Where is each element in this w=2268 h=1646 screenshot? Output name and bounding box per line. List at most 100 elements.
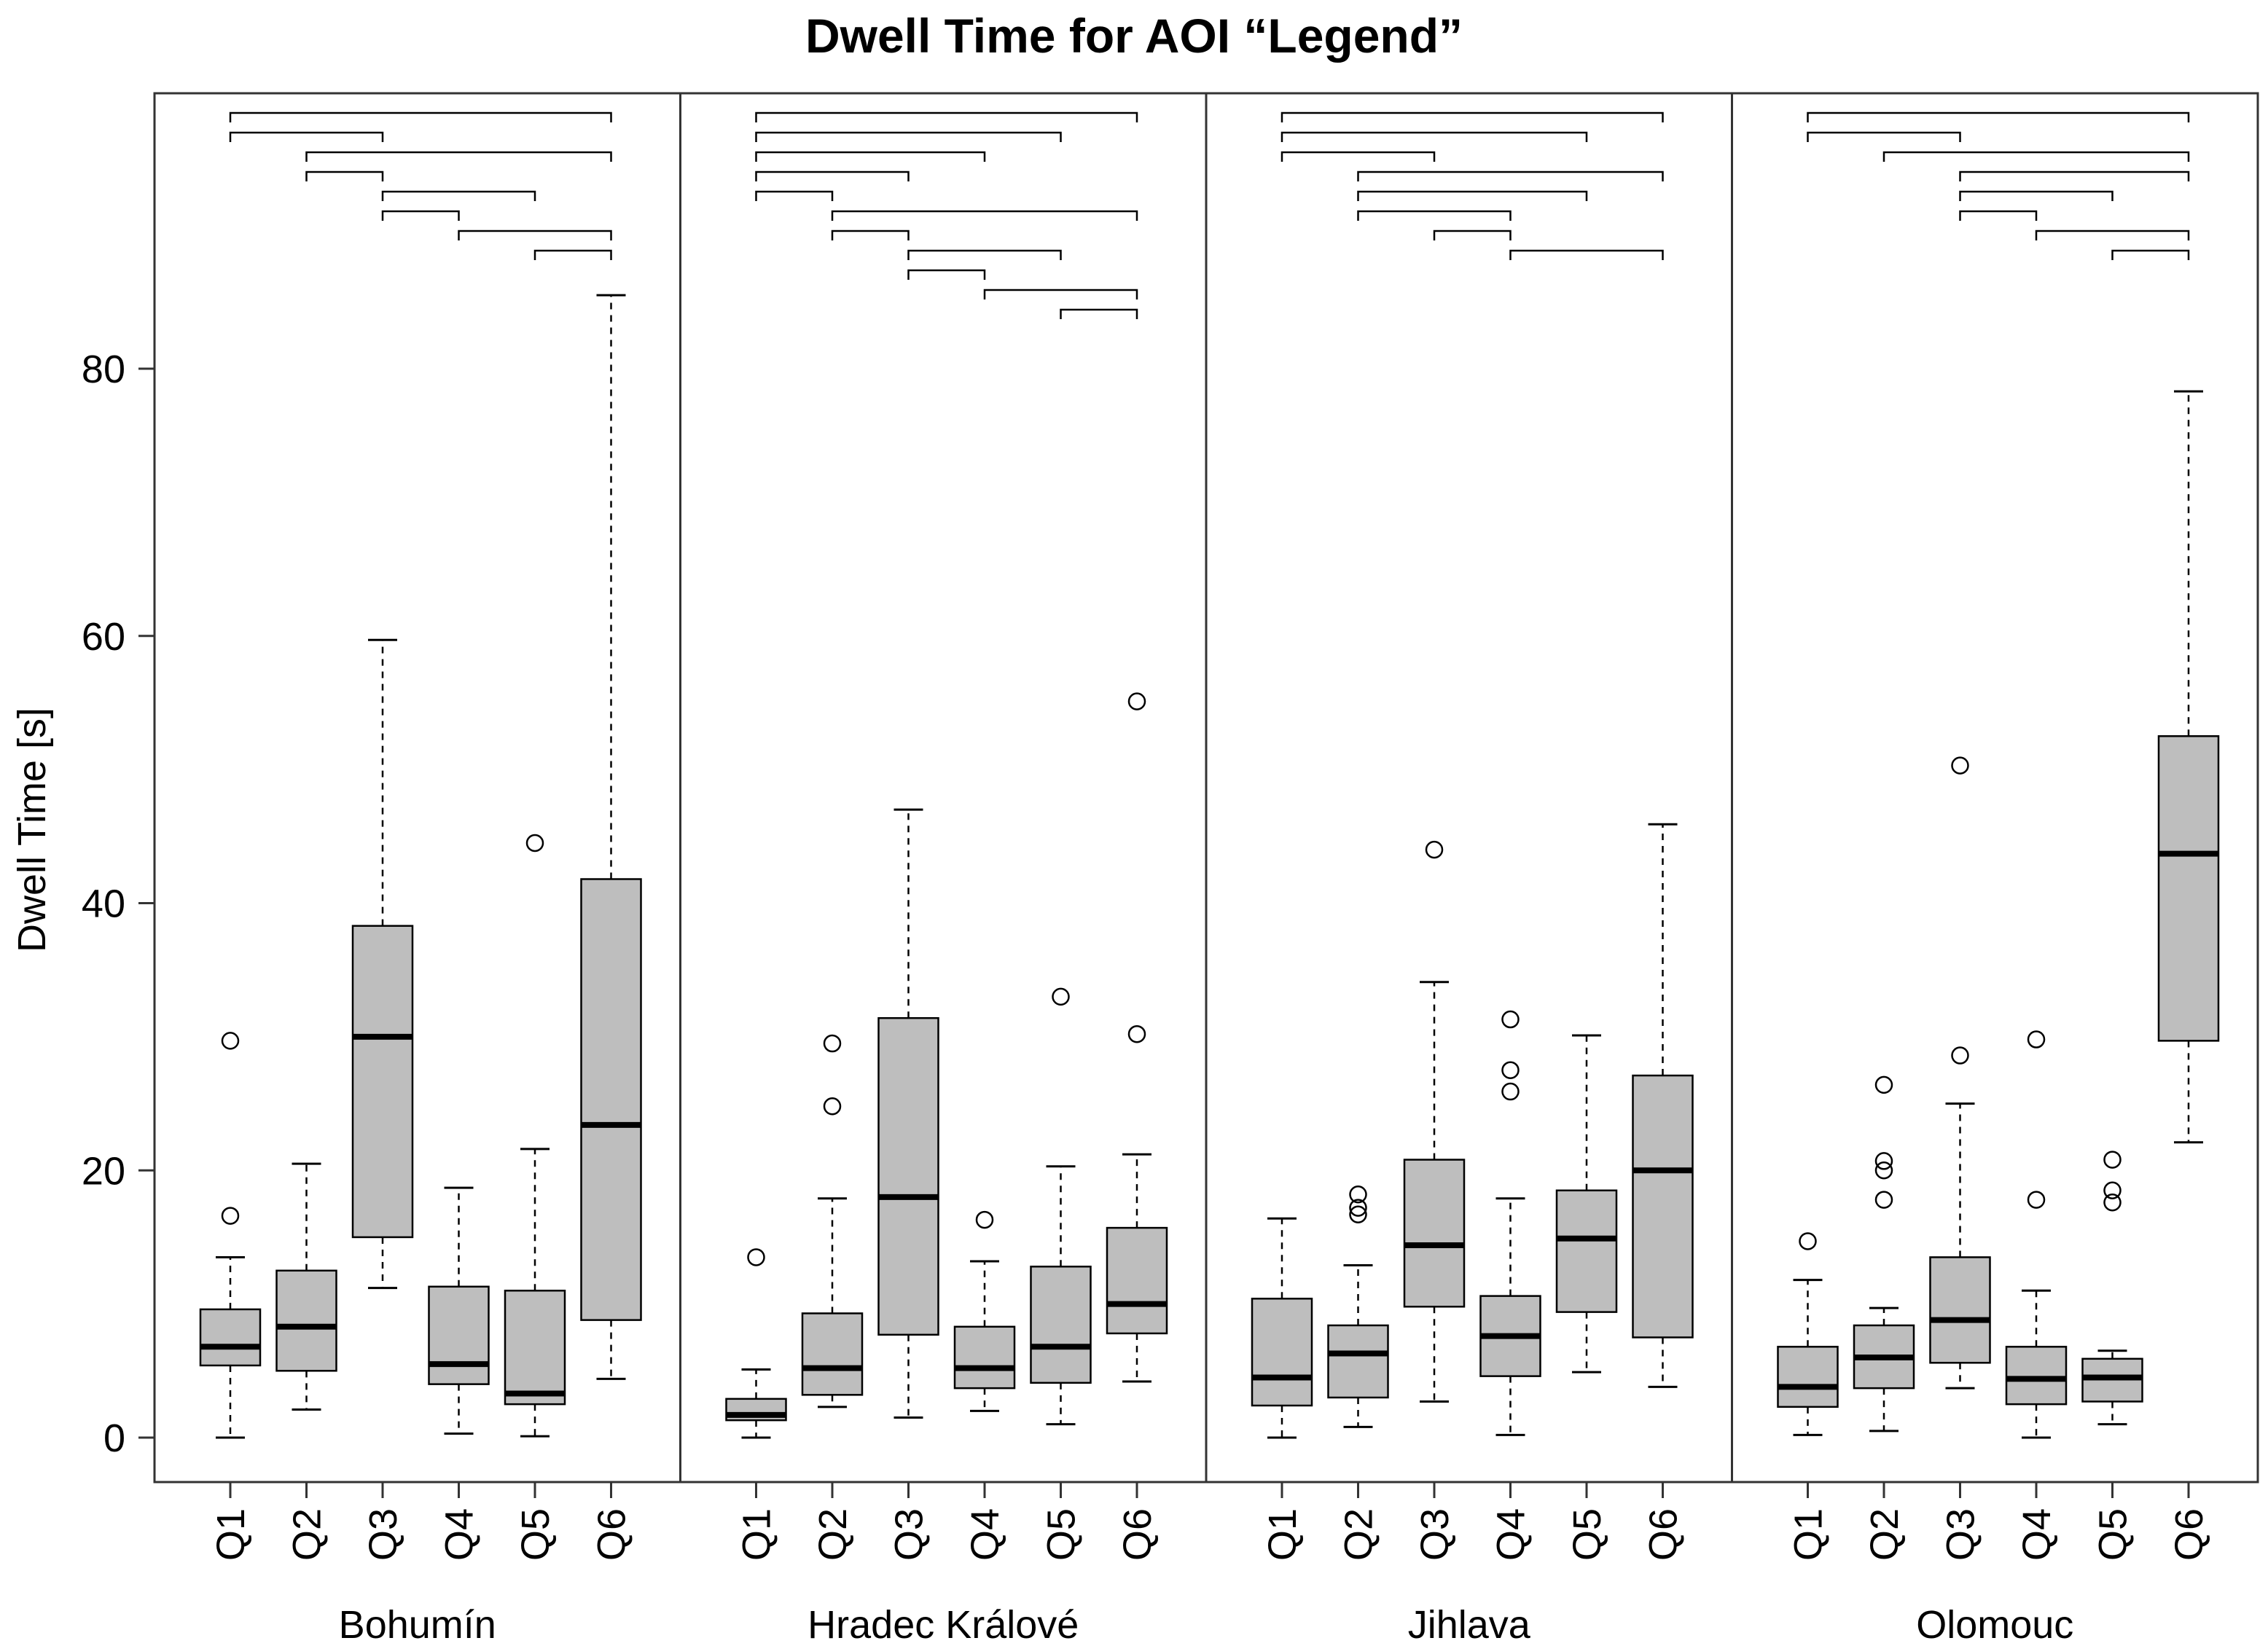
significance-bracket (1280, 111, 1664, 122)
significance-bracket (305, 151, 612, 162)
box-q1: Q1 (1777, 1232, 1839, 1561)
outlier-point (1951, 1046, 1969, 1065)
iqr-box (1632, 1074, 1694, 1339)
box-q2: Q2 (275, 1162, 337, 1561)
x-tick-label: Q5 (1565, 1508, 1609, 1561)
x-tick-label: Q6 (1642, 1508, 1686, 1561)
y-tick-label: 20 (82, 1149, 125, 1193)
significance-bracket (1357, 171, 1664, 181)
outlier-point (747, 1248, 765, 1266)
group-label: Bohumín (339, 1603, 496, 1646)
box-q2: Q2 (1853, 1075, 1915, 1561)
x-tick-label: Q1 (209, 1508, 253, 1561)
significance-bracket (2111, 249, 2190, 260)
y-tick-label: 40 (82, 882, 125, 926)
iqr-box (1327, 1324, 1389, 1399)
significance-bracket (305, 171, 384, 181)
box-q6: Q6 (2157, 390, 2220, 1561)
significance-bracket (1959, 210, 2038, 221)
significance-bracket (458, 230, 612, 240)
outlier-point (1874, 1075, 1893, 1094)
x-tick-label: Q6 (1116, 1508, 1160, 1561)
outlier-point (1501, 1010, 1520, 1029)
box-q3: Q3 (1403, 840, 1466, 1561)
x-tick-label: Q2 (811, 1508, 855, 1561)
outlier-point (1349, 1199, 1367, 1217)
iqr-box (1251, 1298, 1313, 1407)
outlier-point (525, 834, 544, 853)
box-q6: Q6 (1106, 692, 1168, 1561)
outlier-point (1349, 1185, 1367, 1204)
x-tick-label: Q4 (1490, 1508, 1533, 1561)
significance-bracket (755, 151, 986, 162)
outlier-point (2027, 1191, 2046, 1209)
x-tick-label: Q5 (1040, 1508, 1084, 1561)
box-q1: Q1 (725, 1248, 787, 1561)
panel-jihlava: Q1 Q2 Q3 Q4 Q5 Q6 Jihlava (1205, 93, 1694, 1646)
iqr-box (504, 1290, 566, 1406)
chart-title: Dwell Time for AOI “Legend” (805, 9, 1463, 63)
x-tick-label: Q2 (1337, 1508, 1381, 1561)
x-tick-label: Q1 (1261, 1508, 1305, 1561)
iqr-box (1929, 1256, 1991, 1364)
x-tick-label: Q1 (735, 1508, 779, 1561)
iqr-box (801, 1312, 864, 1396)
significance-bracket (1433, 230, 1512, 240)
iqr-box (580, 878, 642, 1321)
x-tick-label: Q3 (1413, 1508, 1457, 1561)
x-tick-label: Q2 (286, 1508, 329, 1561)
y-tick-label: 0 (103, 1416, 125, 1460)
iqr-box (2157, 735, 2220, 1042)
group-label: Hradec Králové (808, 1603, 1079, 1646)
outlier-point (1874, 1161, 1893, 1180)
significance-bracket (755, 111, 1138, 122)
outlier-point (1501, 1061, 1520, 1079)
significance-bracket (229, 131, 384, 142)
x-tick-label: Q3 (1939, 1508, 1983, 1561)
outlier-point (221, 1032, 240, 1050)
x-tick-label: Q5 (514, 1508, 558, 1561)
box-q4: Q4 (2005, 1030, 2068, 1561)
significance-bracket (381, 190, 536, 201)
y-tick-label: 60 (82, 615, 125, 659)
significance-bracket (983, 289, 1138, 299)
outlier-point (2103, 1151, 2122, 1169)
y-tick-label: 80 (82, 348, 125, 391)
significance-bracket (1807, 111, 2190, 122)
box-q6: Q6 (1632, 823, 1694, 1561)
box-q3: Q3 (1929, 756, 1991, 1561)
iqr-box (275, 1269, 337, 1372)
significance-bracket (831, 210, 1138, 221)
group-label: Olomouc (1916, 1603, 2073, 1646)
outlier-point (1501, 1082, 1520, 1101)
outlier-point (221, 1207, 240, 1225)
box-q4: Q4 (1479, 1010, 1541, 1561)
x-tick-label: Q3 (361, 1508, 405, 1561)
box-q6: Q6 (580, 294, 642, 1561)
significance-bracket (907, 249, 1062, 260)
box-q2: Q2 (1327, 1185, 1389, 1561)
outlier-point (1951, 756, 1969, 775)
box-q4: Q4 (953, 1210, 1016, 1561)
outlier-point (823, 1097, 842, 1116)
significance-bracket (907, 269, 986, 280)
x-tick-label: Q6 (2167, 1508, 2211, 1561)
iqr-box (2005, 1346, 2068, 1406)
panel-bohumín: Q1 Q2 Q3 Q4 Q5 Q6 Bohumín (199, 111, 642, 1646)
significance-bracket (381, 210, 460, 221)
outlier-point (2103, 1194, 2122, 1212)
significance-bracket (1959, 171, 2190, 181)
box-q5: Q5 (504, 834, 566, 1561)
x-tick-label: Q4 (438, 1508, 482, 1561)
iqr-box (199, 1308, 262, 1367)
iqr-box (877, 1016, 939, 1336)
iqr-box (953, 1325, 1016, 1390)
outlier-point (823, 1034, 842, 1053)
x-tick-label: Q5 (2092, 1508, 2135, 1561)
outlier-point (975, 1210, 994, 1229)
x-tick-label: Q6 (590, 1508, 634, 1561)
panel-olomouc: Q1 Q2 Q3 Q4 Q5 Q6 Olomouc (1731, 93, 2220, 1646)
outlier-point (1874, 1191, 1893, 1209)
panel-hradec-králové: Q1 Q2 Q3 Q4 Q5 Q6 Hradec Králové (679, 93, 1168, 1646)
